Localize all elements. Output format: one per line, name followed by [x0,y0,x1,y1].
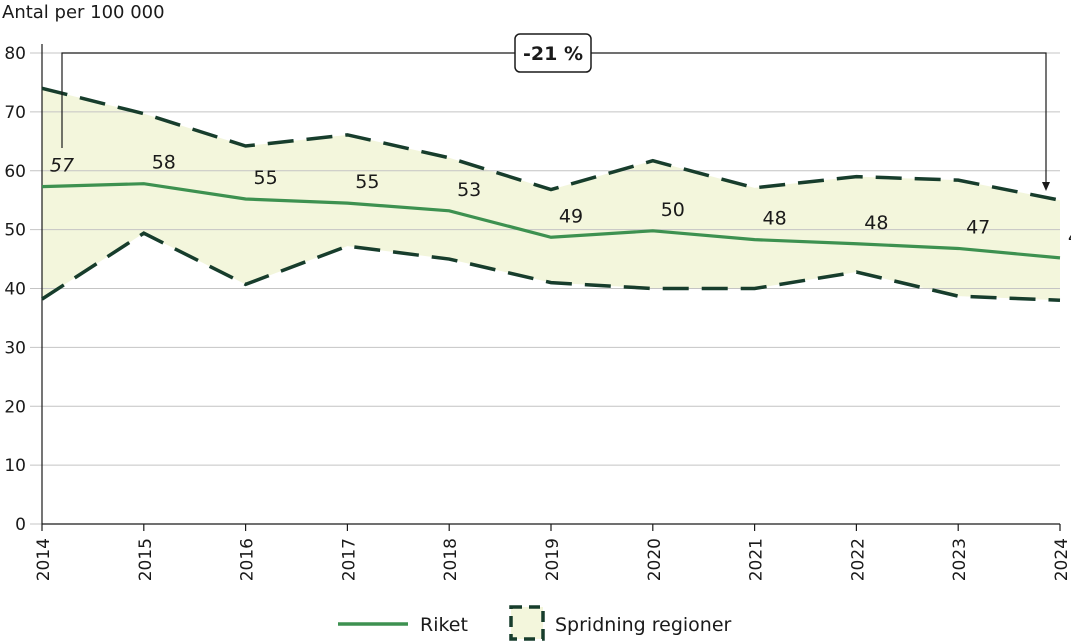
spread-upper-line [41,86,1061,202]
x-tick-label: 2024 [1052,538,1071,581]
data-label: 50 [661,199,685,221]
data-label-layer: 57 58 55 55 53 49 50 48 48 47 45 [50,152,1071,248]
data-label: 48 [864,212,888,234]
change-annotation: -21 % [61,33,1050,191]
data-label: 58 [152,152,176,174]
x-tick-label: 2018 [441,538,461,581]
legend-label-spread: Spridning regioner [555,614,732,636]
axis-layer: 0 10 20 30 40 50 60 70 80 2014 2015 2016 2017 2018 201… [4,44,1071,581]
data-label: 55 [254,167,278,189]
x-tick-label: 2017 [339,538,359,581]
series-line-riket [41,182,1061,260]
y-tick-label: 60 [4,162,26,182]
y-tick-label: 50 [4,221,26,241]
spread-band-fill [42,88,1060,301]
y-tick-label: 40 [4,280,26,300]
x-tick-label: 2023 [950,538,970,581]
data-label: 48 [763,208,787,230]
grid-layer [30,52,1060,525]
data-label: 45 [1068,226,1071,248]
x-tick-label: 2014 [34,538,54,581]
x-tick-label: 2022 [848,538,868,581]
annotation-box [514,33,592,73]
y-axis-label: Antal per 100 000 [2,2,165,23]
annotation-text: -21 % [523,43,583,65]
data-label: 49 [559,205,583,227]
data-label: 53 [457,179,481,201]
y-tick-label: 80 [4,44,26,64]
legend-swatch-spread [509,605,545,641]
data-label: 55 [355,171,379,193]
y-tick-label: 10 [4,456,26,476]
x-tick-label: 2019 [543,538,563,581]
data-label: 57 [50,155,74,177]
annotation-arrowhead [1042,182,1050,191]
legend: Riket Spridning regioner [338,605,732,641]
legend-label-riket: Riket [420,614,468,636]
x-tick-label: 2016 [238,538,258,581]
y-tick-label: 30 [4,338,26,358]
series-layer [41,86,1061,303]
x-tick-label: 2021 [747,538,767,581]
y-tick-label: 0 [15,515,26,535]
x-tick-label: 2015 [136,538,156,581]
x-tick-label: 2020 [645,538,665,581]
y-tick-label: 20 [4,397,26,417]
data-label: 47 [966,216,990,238]
y-tick-label: 70 [4,103,26,123]
spread-lower-line [41,231,1061,303]
spread-band-layer [42,88,1060,301]
